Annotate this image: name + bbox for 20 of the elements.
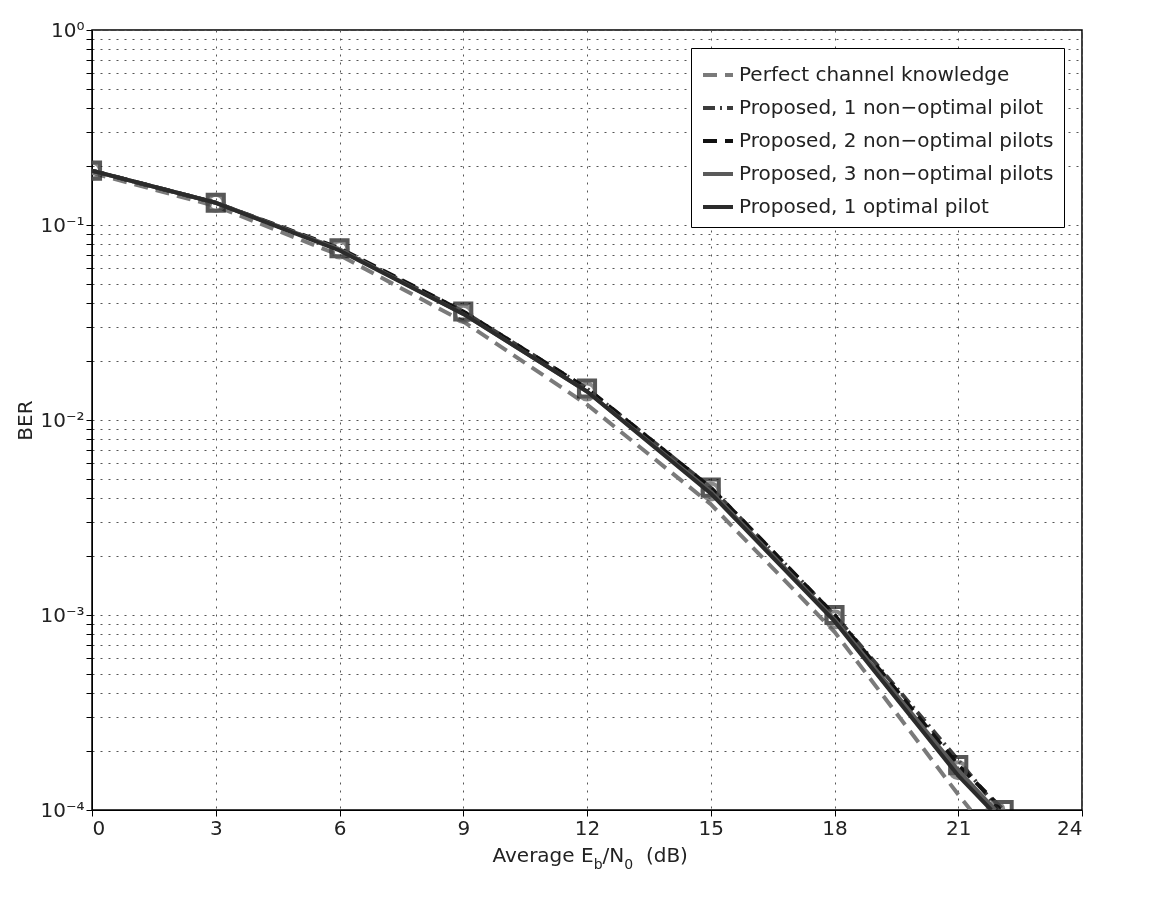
legend-label: Proposed, 1 optimal pilot bbox=[739, 194, 989, 218]
legend-label: Proposed, 3 non−optimal pilots bbox=[739, 161, 1054, 185]
x-tick-label: 18 bbox=[822, 815, 848, 840]
y-axis-title: BER bbox=[13, 400, 38, 441]
y-tick-label: 10⁻² bbox=[40, 407, 85, 432]
y-tick-label: 10⁻¹ bbox=[40, 212, 85, 237]
legend-label: Perfect channel knowledge bbox=[739, 62, 1010, 86]
y-tick-label: 10⁰ bbox=[51, 17, 85, 42]
x-tick-label: 21 bbox=[946, 815, 972, 840]
x-tick-label: 24 bbox=[1057, 815, 1083, 840]
legend-label: Proposed, 1 non−optimal pilot bbox=[739, 95, 1044, 119]
x-tick-label: 3 bbox=[209, 815, 223, 840]
x-tick-label: 12 bbox=[574, 815, 601, 840]
x-tick-label: 9 bbox=[457, 815, 471, 840]
y-tick-label: 10⁻³ bbox=[40, 602, 85, 627]
x-tick-label: 6 bbox=[333, 815, 347, 840]
x-tick-label: 0 bbox=[92, 815, 106, 840]
y-tick-label: 10⁻⁴ bbox=[40, 797, 85, 822]
legend-label: Proposed, 2 non−optimal pilots bbox=[739, 128, 1054, 152]
x-tick-label: 15 bbox=[698, 815, 724, 840]
